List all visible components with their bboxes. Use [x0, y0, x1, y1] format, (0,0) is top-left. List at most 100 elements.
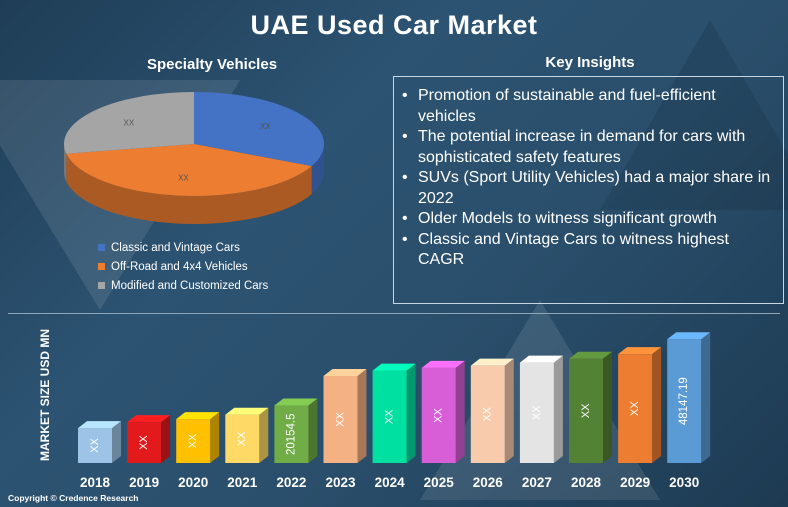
bar-top	[569, 351, 612, 359]
legend-label: Modified and Customized Cars	[111, 279, 269, 292]
bar	[667, 339, 702, 463]
bullet-icon: •	[402, 210, 408, 227]
bar	[372, 370, 407, 463]
bar-top	[667, 332, 711, 340]
insight-text: Older Models to witness significant grow…	[418, 210, 717, 227]
insight-item: • Older Models to witness significant gro…	[400, 209, 775, 230]
insight-text: Promotion of sustainable and fuel-effici…	[418, 87, 716, 125]
pie-slice-label: XX	[124, 118, 135, 127]
insight-text: SUVs (Sport Utility Vehicles) had a majo…	[418, 169, 771, 207]
bar-data-label: XX	[629, 401, 641, 416]
bar-side	[406, 363, 416, 463]
legend-swatch	[98, 282, 105, 289]
x-tick-label: 2021	[227, 475, 258, 490]
pie-slice-side	[66, 153, 312, 224]
bullet-icon: •	[402, 169, 408, 186]
bar-top	[176, 412, 220, 420]
bar-side	[112, 421, 121, 463]
bar	[225, 414, 260, 463]
bar-side	[701, 332, 711, 463]
bar	[323, 375, 358, 463]
insight-item: • The potential increase in demand for ca…	[400, 127, 775, 168]
bar-side	[259, 407, 269, 463]
page-title: UAE Used Car Market	[250, 10, 538, 40]
bar-top	[421, 360, 465, 368]
bar-top	[78, 421, 121, 429]
bar-data-label: XX	[187, 433, 199, 448]
bar-data-label: XX	[580, 403, 592, 418]
bar-top	[470, 358, 514, 366]
bar-data-label: XX	[384, 409, 396, 424]
bar-top	[372, 363, 416, 371]
legend-label: Off-Road and 4x4 Vehicles	[111, 260, 248, 273]
insight-item: • Promotion of sustainable and fuel-effic…	[400, 86, 775, 127]
bar-chart: XX 2018 XX 2019 XX 2020 XX 2021 20154.5 2022 XX 202…	[78, 332, 711, 490]
bar-top	[323, 368, 367, 376]
x-tick-label: 2022	[276, 475, 306, 490]
bar-side	[210, 412, 220, 463]
bar	[569, 358, 603, 463]
bar-top	[519, 355, 563, 363]
x-tick-label: 2024	[375, 475, 406, 490]
bar-top	[618, 347, 662, 355]
x-tick-label: 2028	[571, 475, 602, 490]
bullet-icon: •	[402, 128, 408, 145]
bar	[127, 422, 162, 463]
pie-chart-title: Specialty Vehicles	[146, 56, 278, 73]
bar	[274, 405, 309, 463]
bullet-icon: •	[402, 87, 408, 104]
bar-data-label: 48147.19	[678, 377, 690, 425]
x-tick-label: 2025	[424, 475, 455, 490]
x-tick-label: 2030	[669, 475, 699, 490]
copyright-text: Copyright © Credence Research	[8, 493, 139, 503]
bar-data-label: XX	[89, 438, 101, 453]
section-divider	[8, 313, 780, 314]
bar	[618, 354, 653, 463]
x-tick-label: 2020	[178, 475, 208, 490]
bar-side	[553, 355, 563, 463]
bar	[421, 367, 456, 463]
bar-data-label: XX	[531, 405, 543, 420]
x-tick-label: 2027	[522, 475, 552, 490]
bar-top	[274, 398, 318, 406]
bar	[78, 428, 112, 463]
legend-item-off-road: Off-Road and 4x4 Vehicles	[98, 257, 268, 276]
bar-side	[357, 368, 367, 463]
legend-swatch	[98, 244, 105, 251]
bar-data-label: XX	[334, 411, 346, 426]
insights-title: Key Insights	[545, 54, 635, 71]
legend-item-modified: Modified and Customized Cars	[98, 276, 268, 295]
insight-item: • Classic and Vintage Cars to witness hig…	[400, 230, 775, 271]
x-tick-label: 2026	[473, 475, 504, 490]
background-shape	[600, 20, 788, 210]
insights-list: • Promotion of sustainable and fuel-effic…	[394, 77, 783, 271]
pie-slice	[63, 92, 194, 154]
legend-label: Classic and Vintage Cars	[111, 241, 240, 254]
x-tick-label: 2019	[129, 475, 159, 490]
bar	[519, 362, 554, 463]
insight-text: The potential increase in demand for car…	[418, 128, 746, 166]
x-tick-label: 2018	[80, 475, 111, 490]
pie-slice-side	[311, 144, 324, 195]
pie-slice-label: XX	[260, 122, 271, 131]
insight-item: • SUVs (Sport Utility Vehicles) had a maj…	[400, 168, 775, 209]
pie-legend: Classic and Vintage Cars Off-Road and 4x…	[98, 238, 268, 295]
bar-side	[455, 360, 465, 463]
bar	[470, 365, 505, 463]
bar-data-label: XX	[138, 435, 150, 450]
bar-side	[161, 415, 171, 463]
insight-text: Classic and Vintage Cars to witness high…	[418, 230, 729, 269]
bar-top	[225, 407, 269, 415]
x-tick-label: 2023	[325, 475, 356, 490]
bar-top	[127, 415, 171, 423]
bar-side	[504, 358, 514, 463]
pie-slice	[194, 92, 324, 167]
bar-side	[603, 351, 612, 463]
pie-slice-side	[64, 144, 67, 182]
legend-swatch	[98, 263, 105, 270]
x-tick-label: 2029	[620, 475, 650, 490]
bar-data-label: XX	[236, 431, 248, 446]
insights-box: • Promotion of sustainable and fuel-effic…	[393, 76, 784, 304]
bar-side	[308, 398, 318, 463]
